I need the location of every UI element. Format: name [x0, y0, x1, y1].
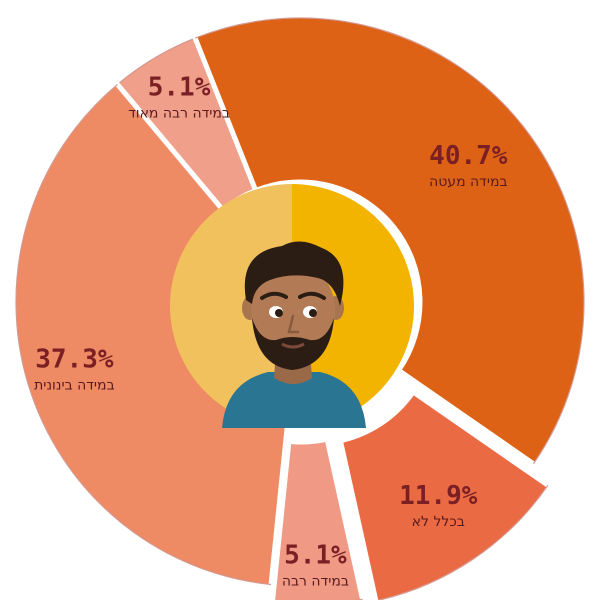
slice-outer-edge	[194, 17, 585, 465]
slice-category-label: במידה רבה	[282, 574, 349, 590]
slice-outer-edge	[117, 37, 196, 85]
slice-1	[191, 13, 589, 468]
center-circle-left-half	[170, 184, 292, 428]
center-badge	[170, 184, 414, 428]
slice-category-label: במידה בינונית	[34, 377, 115, 393]
chart-labels: 5.1% במידה רבה מאוד 40.7% במידה מעטה 11.9% בכ…	[34, 72, 508, 589]
man-avatar-icon	[222, 241, 366, 428]
slice-value-label: 5.1%	[148, 72, 211, 102]
slice-value-label: 37.3%	[35, 344, 114, 374]
pie-slice	[191, 13, 589, 468]
slice-outer-edge	[15, 83, 272, 586]
slice-category-label: במידה מעטה	[429, 174, 507, 190]
slice-value-label: 11.9%	[399, 481, 478, 511]
center-circle-right-half	[292, 184, 414, 428]
slice-3	[270, 436, 366, 600]
slice-value-label: 40.7%	[429, 141, 508, 171]
slice-category-label: במידה רבה מאוד	[128, 105, 230, 121]
slice-category-label: בכלל לא	[412, 514, 465, 530]
pie-slice	[270, 436, 366, 600]
slice-outer-edge	[376, 484, 549, 600]
slice-value-label: 5.1%	[284, 541, 347, 571]
